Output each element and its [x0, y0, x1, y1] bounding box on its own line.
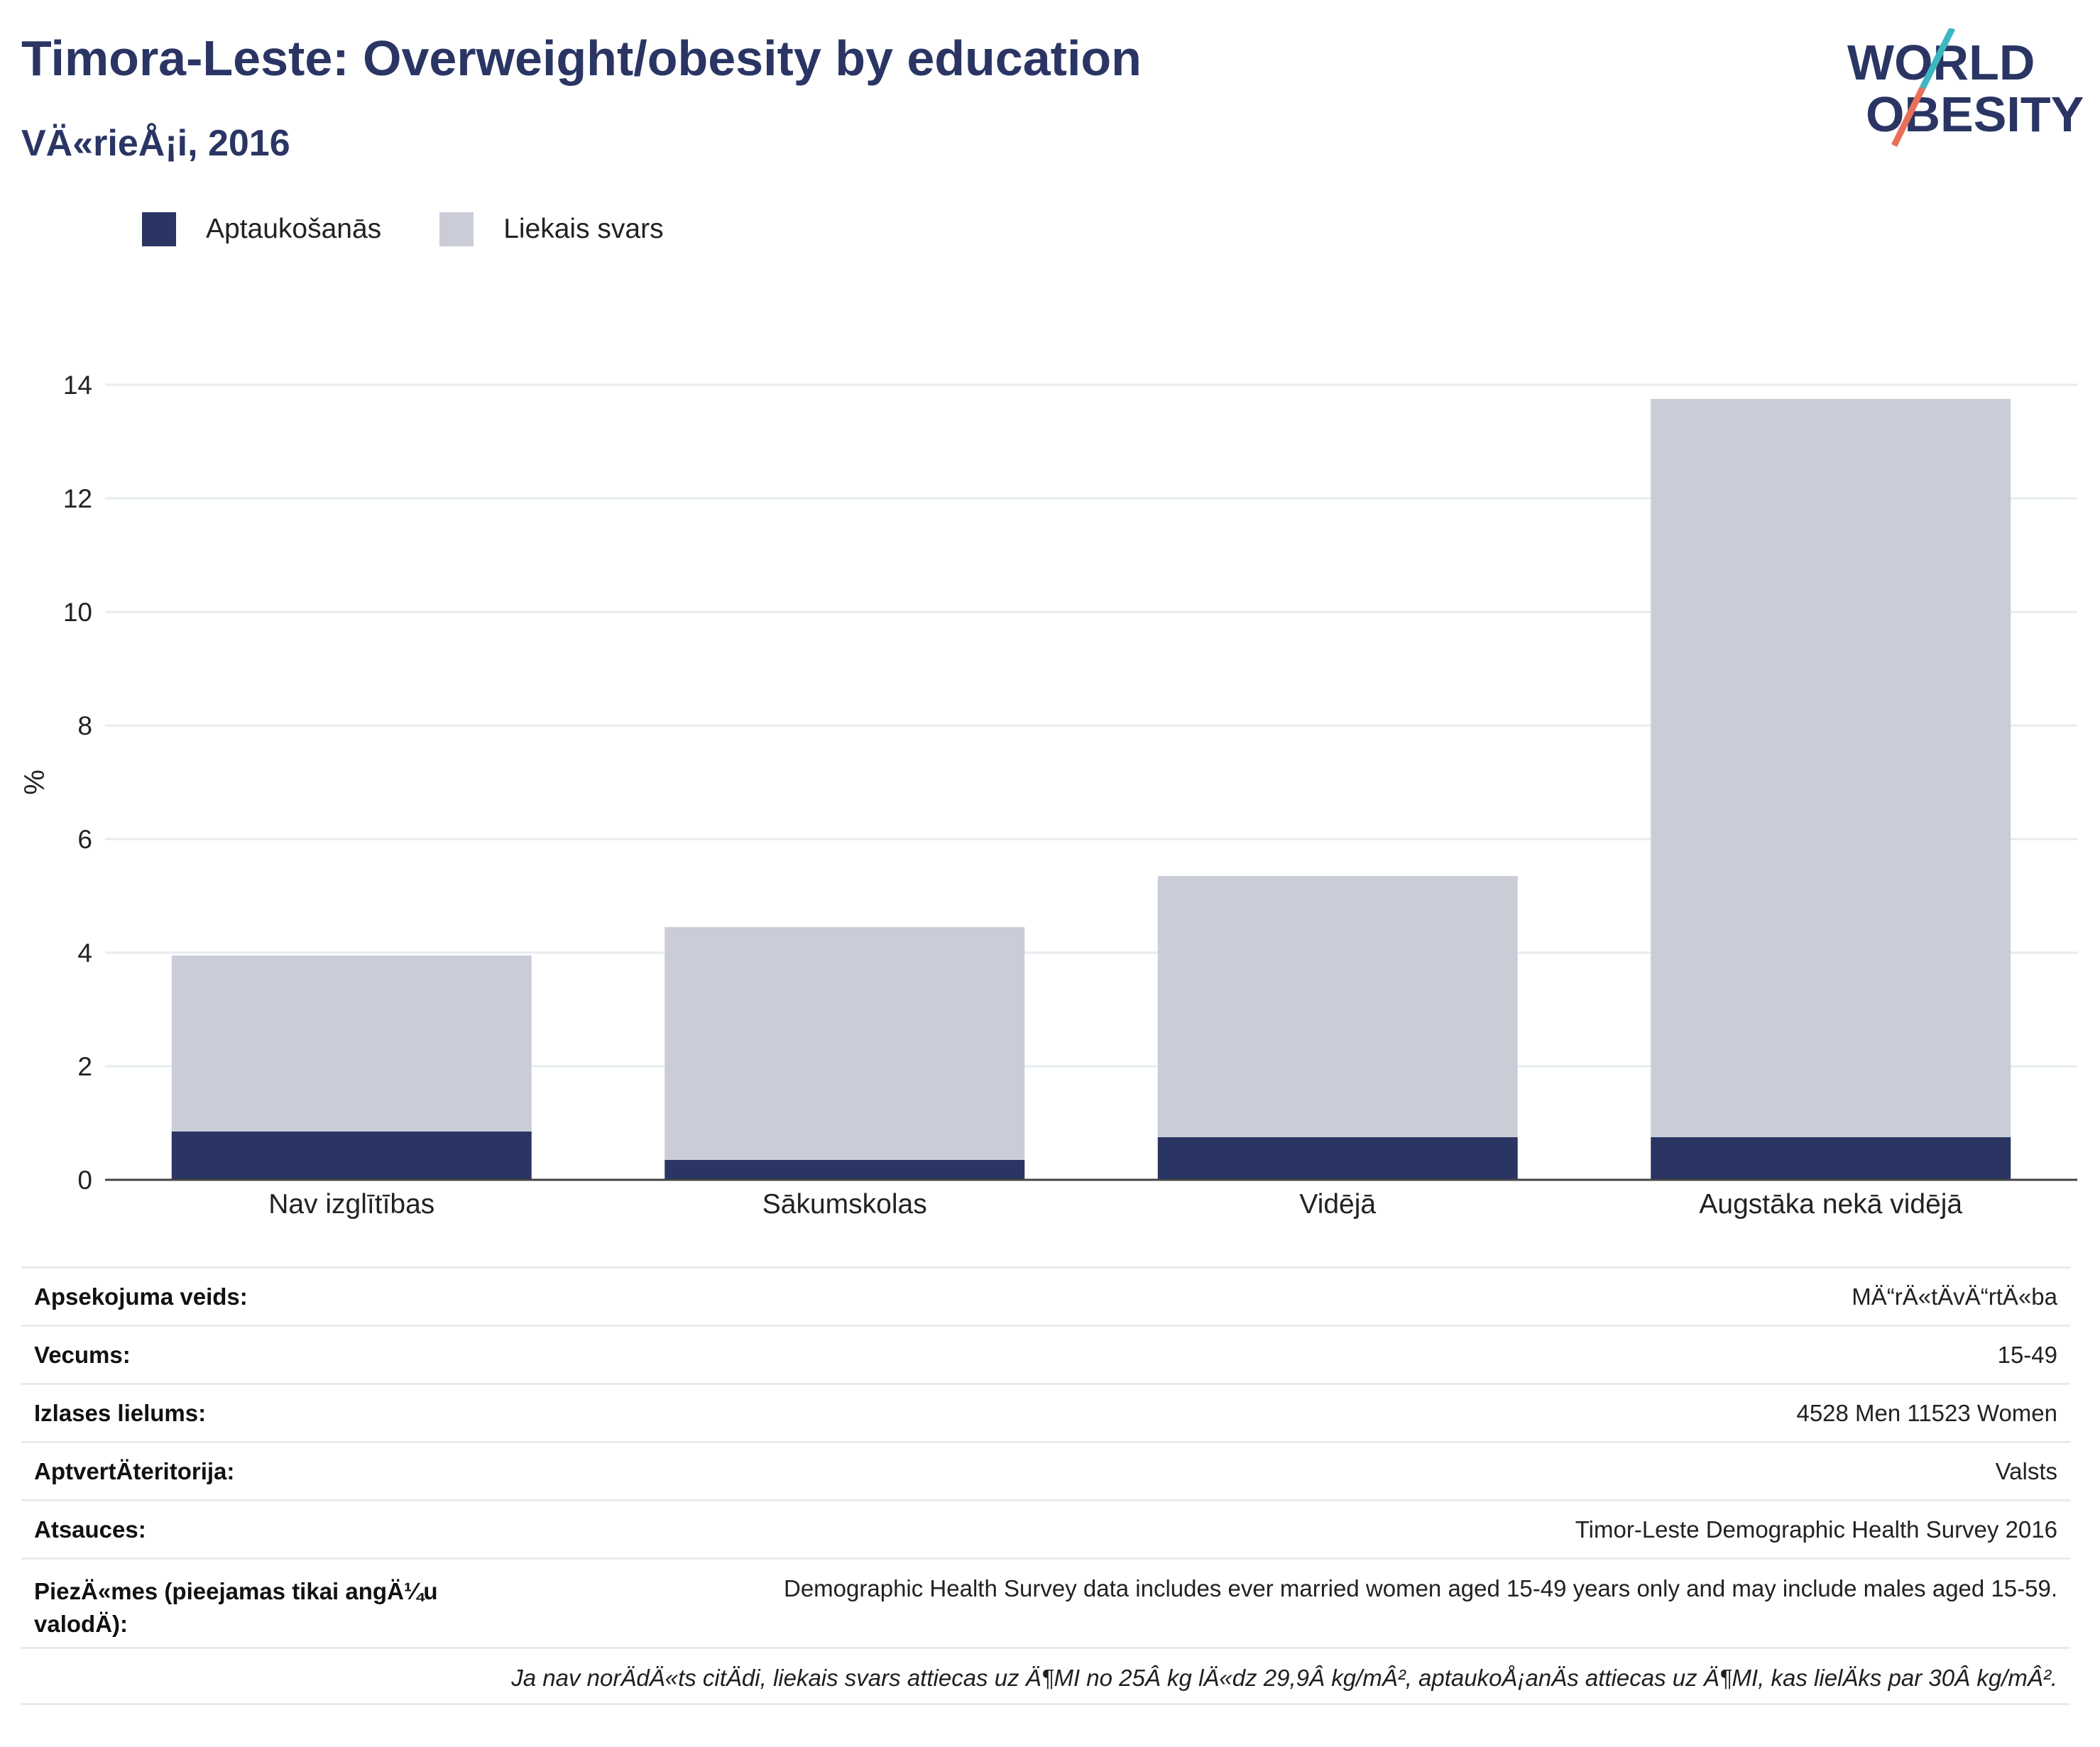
meta-value: 15-49 [1997, 1341, 2057, 1368]
meta-value: MÄ“rÄ«tÄvÄ“rtÄ«ba [1852, 1283, 2057, 1310]
metadata-table: Apsekojuma veids: MÄ“rÄ«tÄvÄ“rtÄ«ba Vecu… [21, 1266, 2070, 1705]
y-axis-label: % [19, 770, 50, 795]
meta-value: Valsts [1995, 1457, 2057, 1484]
meta-row-age: Vecums: 15-49 [21, 1325, 2070, 1383]
bar-chart: 0 2 4 6 8 10 12 14% Nav izglītības Sākumskolas Vid… [19, 371, 2077, 1220]
legend-label-overweight: Liekais svars [503, 214, 664, 244]
meta-row-sample-size: Izlases lielums: 4528 Men 11523 Women [21, 1383, 2070, 1441]
meta-key: PiezÄ«mes (pieejamas tikai angÄ¼u valodÄ… [34, 1578, 438, 1637]
bar-obesity [171, 1132, 532, 1180]
meta-row-references: Atsauces: Timor-Leste Demographic Health… [21, 1499, 2070, 1557]
y-tick-label: 14 [63, 371, 92, 400]
y-tick-label: 2 [77, 1052, 92, 1081]
bar-overweight [665, 927, 1025, 1160]
legend-item-overweight[interactable]: Liekais svars [439, 212, 664, 246]
x-tick-label: Sākumskolas [762, 1189, 927, 1220]
meta-value: Demographic Health Survey data includes … [784, 1575, 2057, 1601]
bar-overweight [1157, 876, 1518, 1137]
bar-obesity [665, 1160, 1025, 1180]
meta-row-notes: PiezÄ«mes (pieejamas tikai angÄ¼u valodÄ… [21, 1557, 2070, 1647]
footnote: Ja nav norÄdÄ«ts citÄdi, liekais svars a… [21, 1647, 2070, 1705]
meta-key: Izlases lielums: [34, 1399, 207, 1426]
y-tick-label: 0 [77, 1166, 92, 1195]
meta-value: Timor-Leste Demographic Health Survey 20… [1575, 1516, 2057, 1543]
legend-label-obesity: Aptaukošanās [206, 214, 382, 244]
meta-key: Apsekojuma veids: [34, 1283, 248, 1310]
legend-swatch-overweight [439, 212, 474, 246]
meta-value: 4528 Men 11523 Women [1796, 1399, 2057, 1426]
bar-overweight [171, 955, 532, 1132]
y-tick-label: 12 [63, 484, 92, 513]
chart-legend: Aptaukošanās Liekais svars [142, 210, 722, 248]
meta-key: Atsauces: [34, 1516, 146, 1543]
meta-key: Vecums: [34, 1341, 131, 1368]
page-title: Timora-Leste: Overweight/obesity by educ… [21, 31, 1142, 86]
world-obesity-logo: WORLD OBESITY [1847, 28, 2084, 147]
meta-key: AptvertÄteritorija: [34, 1457, 235, 1484]
bar-overweight [1651, 399, 2011, 1137]
logo-slash-bottom [1891, 87, 1926, 147]
y-tick-label: 6 [77, 825, 92, 854]
y-tick-label: 8 [77, 711, 92, 740]
logo-line-world: WORLD [1847, 35, 2035, 90]
page-subtitle: VÄ«rieÅ¡i, 2016 [21, 123, 290, 164]
meta-row-coverage: AptvertÄteritorija: Valsts [21, 1441, 2070, 1499]
y-tick-label: 4 [77, 938, 92, 968]
x-tick-label: Nav izglītības [268, 1189, 434, 1220]
meta-row-survey-type: Apsekojuma veids: MÄ“rÄ«tÄvÄ“rtÄ«ba [21, 1266, 2070, 1325]
x-tick-label: Augstāka nekā vidējā [1699, 1189, 1962, 1220]
bar-obesity [1651, 1137, 2011, 1180]
legend-swatch-obesity [142, 212, 176, 246]
y-tick-label: 10 [63, 598, 92, 627]
bar-obesity [1157, 1137, 1518, 1180]
legend-item-obesity[interactable]: Aptaukošanās [142, 212, 381, 246]
x-tick-label: Vidējā [1299, 1189, 1376, 1220]
logo-slash-top [1919, 28, 1956, 90]
